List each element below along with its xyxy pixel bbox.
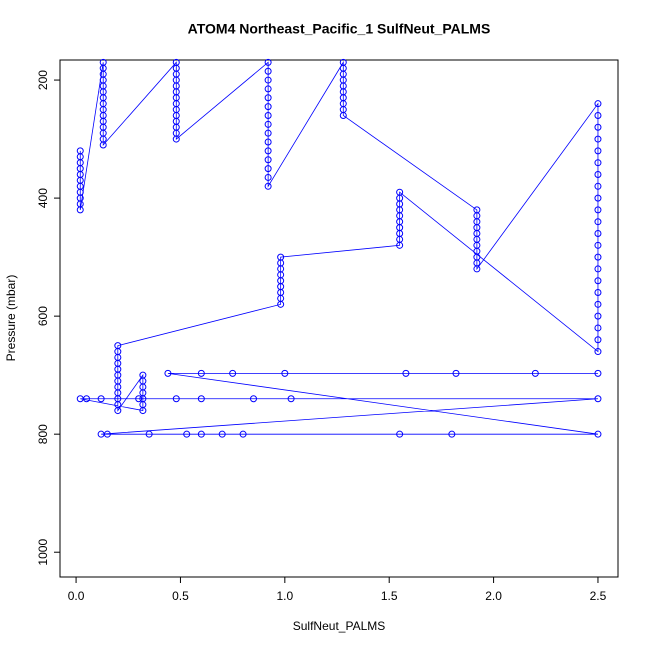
point [396,430,404,438]
point [197,369,205,377]
point [239,430,247,438]
point [264,182,272,190]
point [103,430,111,438]
point [83,395,91,403]
point [264,156,272,164]
point [172,395,180,403]
point [448,430,456,438]
point [594,159,602,167]
point [264,129,272,137]
point [264,111,272,119]
point [594,206,602,214]
chart-title: ATOM4 Northeast_Pacific_1 SulfNeut_PALMS [188,21,491,37]
point [264,94,272,102]
point [594,170,602,178]
point [594,336,602,344]
point [594,100,602,108]
point [339,111,347,119]
y-axis-label: Pressure (mbar) [4,275,18,362]
point [594,218,602,226]
point [264,120,272,128]
point [594,265,602,273]
point [396,241,404,249]
point [402,369,410,377]
point [250,395,258,403]
point [114,407,122,415]
point [473,265,481,273]
point [594,230,602,238]
point [594,253,602,261]
point [594,369,602,377]
point [135,395,143,403]
point [452,369,460,377]
point [594,348,602,356]
x-axis-label: SulfNeut_PALMS [293,619,386,633]
point [594,135,602,143]
point [164,369,172,377]
y-tick-label: 600 [36,306,50,326]
y-tick-label: 1000 [36,539,50,566]
point [264,67,272,75]
y-tick-label: 400 [36,188,50,208]
point [594,147,602,155]
x-tick-label: 2.5 [590,589,607,603]
point [594,123,602,131]
point [594,194,602,202]
point [76,206,84,214]
x-tick-label: 2.0 [485,589,502,603]
point [264,103,272,111]
point [264,85,272,93]
point [594,395,602,403]
point [594,182,602,190]
point [264,165,272,173]
point [264,76,272,84]
point [594,300,602,308]
point [277,300,285,308]
x-tick-label: 0.5 [172,589,189,603]
point [594,289,602,297]
point [594,111,602,119]
point [145,430,153,438]
x-tick-label: 0.0 [68,589,85,603]
point [183,430,191,438]
point [97,395,105,403]
point [594,277,602,285]
point [197,395,205,403]
point [264,138,272,146]
y-tick-label: 200 [36,70,50,90]
point [264,58,272,66]
point [594,312,602,320]
point [594,241,602,249]
point [287,395,295,403]
point [218,430,226,438]
point [99,141,107,149]
x-tick-label: 1.0 [276,589,293,603]
point [281,369,289,377]
point [594,430,602,438]
series-line [79,60,599,435]
point [172,135,180,143]
point [531,369,539,377]
point [264,173,272,181]
point [594,324,602,332]
point [229,369,237,377]
point [139,407,147,415]
y-tick-label: 800 [36,424,50,444]
plot-frame [59,59,619,578]
x-tick-label: 1.5 [381,589,398,603]
point [197,430,205,438]
point [264,147,272,155]
